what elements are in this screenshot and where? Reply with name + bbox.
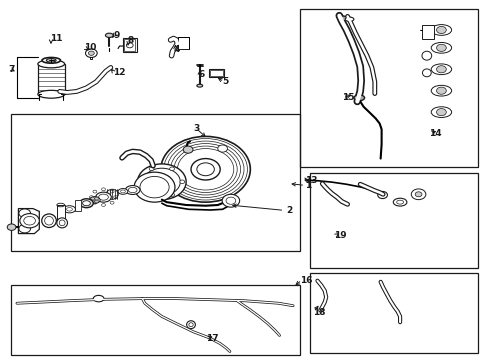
Ellipse shape bbox=[38, 90, 64, 98]
Circle shape bbox=[139, 180, 143, 184]
Text: 14: 14 bbox=[428, 129, 441, 138]
Text: 2: 2 bbox=[285, 206, 291, 215]
Circle shape bbox=[410, 189, 425, 200]
Circle shape bbox=[436, 44, 446, 51]
Bar bbox=[210, 70, 223, 76]
Ellipse shape bbox=[105, 33, 113, 37]
Bar bbox=[178, 37, 188, 49]
Text: 13: 13 bbox=[305, 176, 317, 185]
Ellipse shape bbox=[421, 51, 431, 60]
Bar bbox=[124, 39, 135, 51]
Text: 6: 6 bbox=[198, 70, 204, 79]
Circle shape bbox=[377, 192, 386, 199]
Circle shape bbox=[436, 87, 446, 94]
Ellipse shape bbox=[353, 95, 364, 101]
Text: 10: 10 bbox=[84, 43, 96, 52]
Bar bbox=[75, 200, 81, 211]
Circle shape bbox=[436, 26, 446, 33]
Circle shape bbox=[436, 66, 446, 73]
Bar bbox=[209, 69, 224, 77]
Circle shape bbox=[152, 175, 171, 189]
Bar bbox=[57, 205, 64, 219]
Circle shape bbox=[414, 192, 421, 197]
Circle shape bbox=[91, 200, 95, 203]
Ellipse shape bbox=[118, 189, 127, 194]
Bar bbox=[11, 285, 300, 355]
Circle shape bbox=[169, 193, 174, 197]
Bar bbox=[309, 273, 477, 353]
Ellipse shape bbox=[345, 17, 353, 21]
Bar bbox=[300, 9, 477, 167]
Circle shape bbox=[20, 213, 39, 228]
Text: 9: 9 bbox=[113, 31, 120, 40]
Circle shape bbox=[149, 167, 154, 171]
Ellipse shape bbox=[197, 84, 202, 87]
Ellipse shape bbox=[80, 199, 93, 208]
Circle shape bbox=[191, 158, 220, 180]
Circle shape bbox=[149, 193, 154, 197]
Ellipse shape bbox=[337, 16, 347, 21]
Circle shape bbox=[183, 146, 193, 153]
Circle shape bbox=[95, 200, 99, 203]
Ellipse shape bbox=[38, 60, 64, 68]
Ellipse shape bbox=[93, 296, 104, 302]
Circle shape bbox=[436, 109, 446, 116]
Bar bbox=[38, 64, 64, 94]
Ellipse shape bbox=[430, 42, 451, 53]
Circle shape bbox=[19, 224, 30, 233]
Ellipse shape bbox=[89, 197, 100, 203]
Text: 18: 18 bbox=[312, 308, 325, 317]
Circle shape bbox=[19, 209, 30, 217]
Ellipse shape bbox=[186, 321, 195, 329]
Ellipse shape bbox=[392, 198, 406, 206]
Ellipse shape bbox=[422, 69, 430, 77]
Ellipse shape bbox=[63, 206, 75, 213]
Ellipse shape bbox=[125, 185, 140, 194]
Circle shape bbox=[95, 197, 99, 200]
Circle shape bbox=[7, 224, 16, 230]
Ellipse shape bbox=[430, 107, 451, 117]
Bar bbox=[122, 38, 136, 53]
Circle shape bbox=[126, 43, 133, 48]
Circle shape bbox=[91, 197, 95, 200]
Circle shape bbox=[161, 136, 250, 202]
Circle shape bbox=[88, 51, 94, 55]
Ellipse shape bbox=[430, 85, 451, 96]
Circle shape bbox=[180, 180, 184, 184]
Circle shape bbox=[169, 167, 174, 171]
Bar bbox=[309, 173, 477, 267]
Bar bbox=[11, 114, 300, 251]
Text: 3: 3 bbox=[193, 124, 199, 133]
Ellipse shape bbox=[46, 59, 56, 62]
Text: 5: 5 bbox=[222, 77, 228, 86]
Text: 8: 8 bbox=[127, 36, 134, 45]
Ellipse shape bbox=[430, 64, 451, 75]
Text: 4: 4 bbox=[174, 45, 180, 54]
Circle shape bbox=[134, 172, 175, 202]
Text: 19: 19 bbox=[334, 231, 346, 240]
Text: 12: 12 bbox=[113, 68, 125, 77]
Circle shape bbox=[137, 164, 186, 200]
Circle shape bbox=[21, 218, 28, 223]
Text: 15: 15 bbox=[341, 93, 353, 102]
Ellipse shape bbox=[82, 201, 90, 206]
Ellipse shape bbox=[57, 218, 67, 228]
Text: 17: 17 bbox=[205, 334, 218, 343]
Ellipse shape bbox=[96, 192, 111, 202]
Text: 16: 16 bbox=[300, 275, 312, 284]
Bar bbox=[421, 25, 433, 39]
Text: 7: 7 bbox=[9, 65, 15, 74]
Circle shape bbox=[222, 194, 239, 207]
Ellipse shape bbox=[430, 24, 451, 35]
Ellipse shape bbox=[41, 214, 56, 228]
Ellipse shape bbox=[42, 58, 61, 63]
Polygon shape bbox=[19, 208, 39, 234]
Circle shape bbox=[217, 145, 227, 152]
Circle shape bbox=[85, 49, 97, 58]
Text: 11: 11 bbox=[50, 35, 62, 44]
Text: 1: 1 bbox=[305, 181, 311, 190]
